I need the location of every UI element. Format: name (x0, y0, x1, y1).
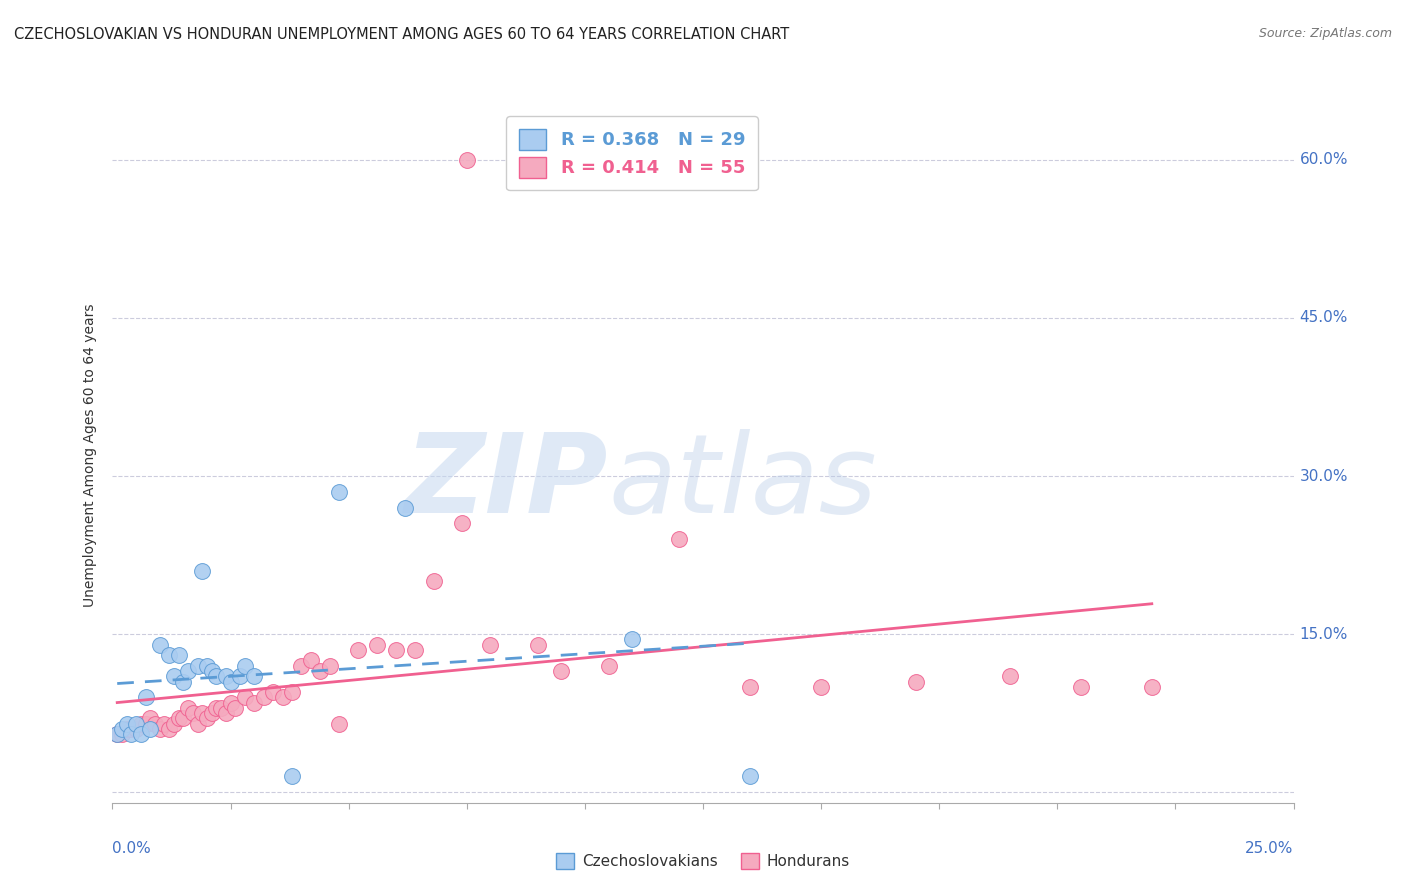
Point (115, 722, 138, 736)
Point (219, 674, 242, 689)
Point (328, 484, 350, 499)
Point (243, 696, 266, 710)
Point (229, 669, 252, 683)
Point (233, 658, 256, 673)
Text: Source: ZipAtlas.com: Source: ZipAtlas.com (1258, 27, 1392, 40)
Point (195, 658, 218, 673)
Point (157, 722, 180, 736)
Point (998, 669, 1021, 683)
Point (219, 696, 242, 710)
Point (290, 658, 312, 673)
Text: 30.0%: 30.0% (1299, 468, 1348, 483)
Point (366, 638, 388, 652)
Text: 0.0%: 0.0% (112, 841, 152, 856)
Text: atlas: atlas (609, 429, 877, 536)
Point (271, 690, 294, 705)
Point (177, 664, 200, 678)
Point (125, 716, 148, 731)
Point (163, 669, 186, 683)
Point (243, 669, 266, 683)
Point (404, 643, 426, 657)
Point (120, 727, 142, 741)
Point (105, 727, 128, 741)
Point (394, 500, 416, 515)
Point (191, 564, 214, 578)
Point (177, 701, 200, 715)
Point (120, 722, 142, 736)
Point (209, 701, 232, 715)
Point (740, 769, 762, 783)
Text: ZIP: ZIP (405, 429, 609, 536)
Point (319, 658, 342, 673)
Point (205, 669, 228, 683)
Point (149, 638, 172, 652)
Text: CZECHOSLOVAKIAN VS HONDURAN UNEMPLOYMENT AMONG AGES 60 TO 64 YEARS CORRELATION C: CZECHOSLOVAKIAN VS HONDURAN UNEMPLOYMENT… (14, 27, 789, 42)
Point (281, 685, 304, 699)
Point (215, 706, 238, 721)
Point (215, 669, 238, 683)
Point (598, 658, 620, 673)
Point (422, 574, 444, 589)
Point (1140, 680, 1163, 694)
Point (191, 706, 214, 721)
Point (157, 648, 180, 663)
Point (167, 711, 190, 725)
Point (451, 516, 474, 531)
Point (181, 706, 204, 721)
Point (281, 769, 304, 783)
Point (139, 722, 162, 736)
Point (621, 632, 644, 647)
Point (195, 711, 218, 725)
Point (668, 533, 690, 547)
Y-axis label: Unemployment Among Ages 60 to 64 years: Unemployment Among Ages 60 to 64 years (83, 303, 97, 607)
Point (111, 722, 134, 736)
Text: 45.0%: 45.0% (1299, 310, 1348, 326)
Point (309, 664, 332, 678)
Text: 15.0%: 15.0% (1299, 627, 1348, 641)
Point (347, 643, 370, 657)
Point (526, 638, 548, 652)
Point (550, 664, 572, 678)
Point (233, 690, 256, 705)
Point (172, 674, 194, 689)
Point (129, 716, 152, 731)
Point (163, 716, 186, 731)
Point (167, 648, 190, 663)
Point (328, 716, 350, 731)
Point (201, 706, 224, 721)
Point (253, 690, 276, 705)
Legend: Czechoslovakians, Hondurans: Czechoslovakians, Hondurans (550, 847, 856, 875)
Point (111, 727, 134, 741)
Point (105, 727, 128, 741)
Point (115, 716, 138, 731)
Point (153, 716, 176, 731)
Point (205, 701, 228, 715)
Point (149, 722, 172, 736)
Point (1070, 680, 1092, 694)
Point (740, 680, 762, 694)
Point (186, 658, 208, 673)
Point (479, 638, 502, 652)
Point (810, 680, 832, 694)
Text: 60.0%: 60.0% (1299, 153, 1348, 167)
Point (135, 690, 157, 705)
Point (143, 716, 166, 731)
Point (201, 664, 224, 678)
Point (385, 643, 408, 657)
Point (299, 653, 322, 667)
Point (172, 711, 194, 725)
Point (456, 153, 478, 167)
Point (224, 701, 246, 715)
Legend: R = 0.368   N = 29, R = 0.414   N = 55: R = 0.368 N = 29, R = 0.414 N = 55 (506, 116, 758, 190)
Text: 25.0%: 25.0% (1246, 841, 1294, 856)
Point (904, 674, 927, 689)
Point (262, 685, 284, 699)
Point (129, 727, 152, 741)
Point (186, 716, 208, 731)
Point (139, 711, 162, 725)
Point (125, 722, 148, 736)
Point (135, 716, 157, 731)
